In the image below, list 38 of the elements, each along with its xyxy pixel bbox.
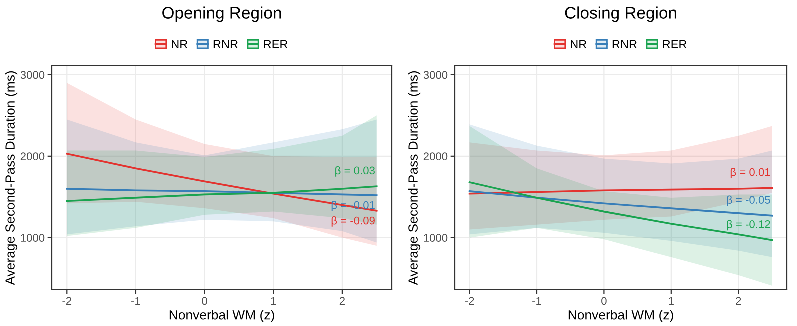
y-tick-label: 1000 bbox=[21, 234, 45, 242]
legend-label: RNR bbox=[214, 40, 238, 48]
annotation: β = -0.09 bbox=[332, 216, 375, 227]
y-axis-title: Average Second-Pass Duration (ms) bbox=[5, 71, 18, 286]
x-tick-label: -2 bbox=[62, 297, 72, 305]
chart-title: Closing Region bbox=[565, 6, 676, 22]
x-tick-label: 0 bbox=[602, 297, 607, 306]
annotation: β = -0.05 bbox=[727, 196, 770, 206]
y-axis-title: Average Second-Pass Duration (ms) bbox=[408, 71, 421, 286]
line-series bbox=[468, 182, 774, 242]
legend-label: RNR bbox=[612, 40, 637, 48]
annotation: β = 0.03 bbox=[336, 166, 375, 177]
legend-label: RER bbox=[663, 40, 687, 48]
chart-title: Opening Region bbox=[162, 6, 282, 22]
x-tick-label: 1 bbox=[669, 297, 674, 305]
legend-label: NR bbox=[172, 40, 188, 48]
annotation: β = -0.12 bbox=[727, 220, 770, 231]
line-series bbox=[66, 188, 378, 196]
x-tick-label: 0 bbox=[202, 297, 208, 306]
y-tick-label: 1000 bbox=[424, 234, 448, 242]
legend-label: RER bbox=[264, 40, 288, 48]
line-series bbox=[66, 153, 378, 212]
x-tick-label: 2 bbox=[736, 297, 742, 305]
x-tick-label: -1 bbox=[132, 297, 140, 305]
x-tick-label: 1 bbox=[271, 297, 276, 305]
x-axis-title: Nonverbal WM (z) bbox=[568, 310, 674, 322]
line-series bbox=[66, 186, 378, 202]
x-tick-label: -2 bbox=[465, 297, 474, 305]
y-tick-label: 2000 bbox=[424, 152, 448, 161]
x-tick-label: 2 bbox=[340, 297, 345, 305]
y-tick-label: 3000 bbox=[424, 71, 448, 80]
y-tick-label: 2000 bbox=[20, 152, 45, 161]
y-tick-label: 3000 bbox=[20, 71, 45, 80]
legend-label: NR bbox=[571, 40, 587, 48]
annotation: β = 0.01 bbox=[730, 168, 770, 178]
x-tick-label: -1 bbox=[532, 297, 542, 305]
x-axis-title: Nonverbal WM (z) bbox=[170, 310, 274, 322]
line-series bbox=[468, 190, 774, 217]
